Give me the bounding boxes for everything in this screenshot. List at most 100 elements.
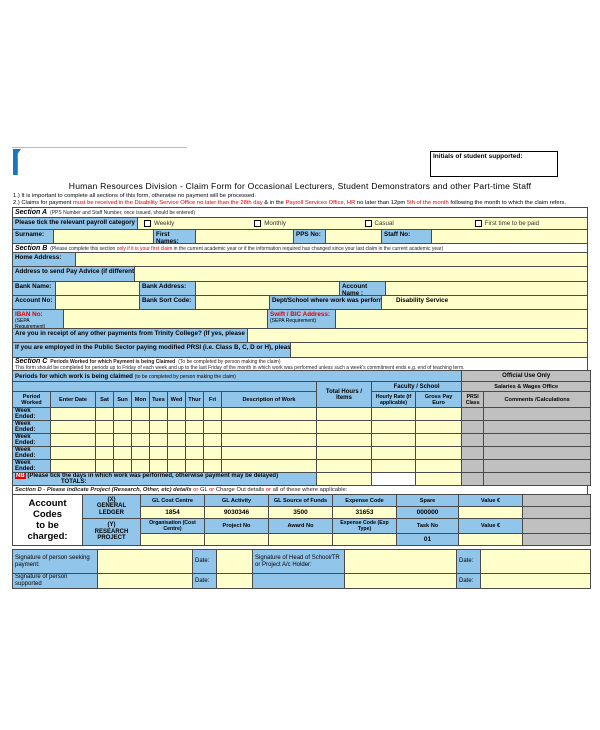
project-no-value[interactable] <box>204 533 269 546</box>
claim-cell[interactable] <box>167 433 186 447</box>
expense-code-exp-type-value[interactable] <box>332 533 397 546</box>
claim-cell[interactable] <box>371 407 416 421</box>
bank-name-field[interactable] <box>55 282 139 295</box>
claim-cell[interactable] <box>167 459 186 473</box>
surname-field[interactable] <box>53 230 153 243</box>
checkbox-icon[interactable] <box>474 220 482 227</box>
signature-field[interactable] <box>344 573 457 589</box>
bank-address-field[interactable] <box>195 282 339 295</box>
claim-cell[interactable] <box>113 420 132 434</box>
claim-cell[interactable] <box>113 407 132 421</box>
signature-head-field[interactable] <box>344 549 457 574</box>
checkbox-icon[interactable] <box>364 220 372 227</box>
claim-cell[interactable] <box>203 420 222 434</box>
claim-cell[interactable] <box>167 420 186 434</box>
claim-cell[interactable] <box>131 433 150 447</box>
payroll-option-weekly[interactable]: Weekly <box>144 220 254 227</box>
claim-cell[interactable] <box>95 459 114 473</box>
claim-cell[interactable] <box>203 407 222 421</box>
gross-pay-total-field[interactable] <box>414 472 463 486</box>
claim-cell[interactable] <box>414 446 463 460</box>
swift-field[interactable] <box>335 310 587 328</box>
gl-source-value[interactable]: 3500 <box>268 506 333 519</box>
claim-cell[interactable] <box>113 433 132 447</box>
claim-cell[interactable] <box>149 446 168 460</box>
account-name-field[interactable] <box>385 282 587 295</box>
date-field[interactable] <box>216 573 253 589</box>
prsi-question-field[interactable] <box>290 343 587 357</box>
claim-cell[interactable] <box>149 420 168 434</box>
sort-code-field[interactable] <box>195 296 269 309</box>
first-names-field[interactable] <box>195 230 293 243</box>
signature-supported-field[interactable] <box>97 573 193 589</box>
claim-cell[interactable] <box>50 433 96 447</box>
date-field[interactable] <box>480 573 591 589</box>
payroll-option-casual[interactable]: Casual <box>364 220 475 227</box>
other-payments-field[interactable] <box>247 329 587 342</box>
research-value-euro-field[interactable] <box>458 533 523 546</box>
claim-cell[interactable] <box>95 407 114 421</box>
claim-cell[interactable] <box>316 446 372 460</box>
claim-cell[interactable] <box>131 407 150 421</box>
gl-activity-value[interactable]: 9030346 <box>204 506 269 519</box>
claim-cell[interactable] <box>50 446 96 460</box>
task-no-value[interactable]: 01 <box>396 533 459 546</box>
claim-cell[interactable] <box>316 433 372 447</box>
pps-no-field[interactable] <box>325 230 381 243</box>
claim-cell[interactable] <box>221 420 317 434</box>
claim-cell[interactable] <box>414 420 463 434</box>
claim-cell[interactable] <box>185 446 204 460</box>
claim-cell[interactable] <box>371 459 416 473</box>
total-hours-total-field[interactable] <box>316 472 372 486</box>
payroll-option-first-time-to-be-paid[interactable]: First time to be paid <box>474 220 585 227</box>
claim-cell[interactable] <box>221 446 317 460</box>
staff-no-field[interactable] <box>431 230 587 243</box>
claim-cell[interactable] <box>95 420 114 434</box>
account-no-field[interactable] <box>55 296 139 309</box>
claim-cell[interactable] <box>221 433 317 447</box>
claim-cell[interactable] <box>316 459 372 473</box>
signature-seeking-field[interactable] <box>97 549 193 574</box>
claim-cell[interactable] <box>131 459 150 473</box>
organisation-value[interactable] <box>140 533 205 546</box>
claim-cell[interactable] <box>316 407 372 421</box>
gl-cost-centre-value[interactable]: 1854 <box>140 506 205 519</box>
claim-cell[interactable] <box>203 433 222 447</box>
claim-cell[interactable] <box>149 433 168 447</box>
claim-cell[interactable] <box>95 433 114 447</box>
checkbox-icon[interactable] <box>144 220 151 227</box>
claim-cell[interactable] <box>167 446 186 460</box>
iban-field[interactable] <box>63 310 267 328</box>
claim-cell[interactable] <box>185 459 204 473</box>
claim-cell[interactable] <box>167 407 186 421</box>
claim-cell[interactable] <box>149 407 168 421</box>
claim-cell[interactable] <box>113 459 132 473</box>
claim-cell[interactable] <box>371 446 416 460</box>
home-address-field[interactable] <box>75 253 587 266</box>
gl-value-euro-field[interactable] <box>458 506 523 519</box>
claim-cell[interactable] <box>185 433 204 447</box>
date-field[interactable] <box>480 549 591 574</box>
claim-cell[interactable] <box>316 420 372 434</box>
claim-cell[interactable] <box>414 459 463 473</box>
claim-cell[interactable] <box>131 420 150 434</box>
claim-cell[interactable] <box>414 407 463 421</box>
claim-cell[interactable] <box>203 459 222 473</box>
claim-cell[interactable] <box>131 446 150 460</box>
spare-value[interactable]: 000000 <box>396 506 459 519</box>
claim-cell[interactable] <box>371 420 416 434</box>
date-field[interactable] <box>216 549 253 574</box>
claim-cell[interactable] <box>221 407 317 421</box>
checkbox-icon[interactable] <box>254 220 262 227</box>
claim-cell[interactable] <box>185 407 204 421</box>
claim-cell[interactable] <box>371 433 416 447</box>
claim-cell[interactable] <box>149 459 168 473</box>
dept-school-value[interactable]: Disability Service <box>381 296 587 309</box>
claim-cell[interactable] <box>50 459 96 473</box>
claim-cell[interactable] <box>95 446 114 460</box>
claim-cell[interactable] <box>113 446 132 460</box>
expense-code-value[interactable]: 31653 <box>332 506 397 519</box>
initials-of-student-box[interactable]: Initials of student supported: <box>430 151 558 177</box>
claim-cell[interactable] <box>50 407 96 421</box>
claim-cell[interactable] <box>50 420 96 434</box>
